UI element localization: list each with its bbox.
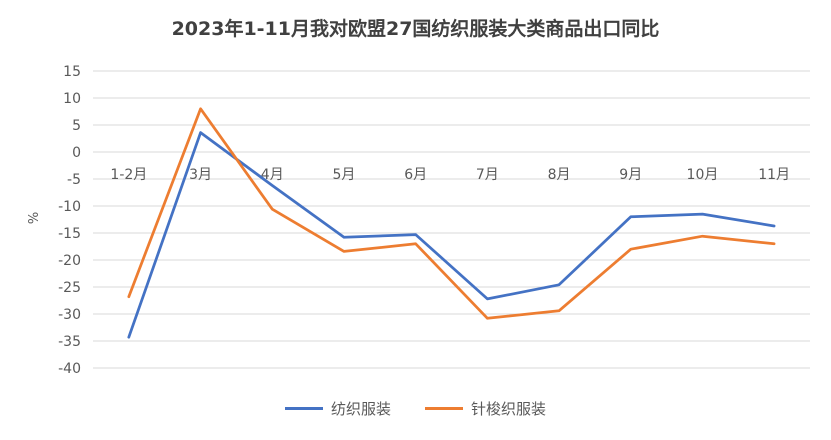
grid-lines (93, 70, 810, 369)
y-tick-label: 0 (72, 145, 81, 161)
x-tick-label: 1-2月 (110, 167, 147, 183)
y-tick-label: -30 (58, 307, 81, 323)
x-tick-label: 3月 (189, 167, 212, 183)
x-tick-label: 5月 (332, 167, 355, 183)
x-tick-label: 11月 (758, 167, 790, 183)
y-tick-label: 5 (72, 118, 81, 134)
x-tick-label: 7月 (476, 167, 499, 183)
legend: 纺织服装 针梭织服装 (0, 398, 831, 419)
x-tick-label: 10月 (687, 167, 719, 183)
legend-swatch-series-2 (425, 407, 463, 410)
y-tick-label: -15 (58, 226, 81, 242)
x-tick-label: 9月 (619, 167, 642, 183)
x-axis-ticks: 1-2月 3月 4月 5月 6月 7月 8月 9月 10月 11月 (110, 167, 790, 183)
y-tick-label: 15 (63, 64, 81, 80)
legend-label-series-2: 针梭织服装 (471, 400, 547, 418)
y-tick-label: -20 (58, 253, 81, 269)
series-line-2 (127, 107, 776, 320)
y-tick-label: -35 (58, 334, 81, 350)
legend-label-series-1: 纺织服装 (330, 400, 391, 418)
legend-swatch-series-1 (284, 407, 323, 410)
y-axis-ticks: 15 10 5 0 -5 -10 -15 -20 -25 -30 -35 -40 (58, 64, 81, 377)
legend-item-series-2[interactable]: 针梭织服装 (425, 398, 546, 419)
series-line-1 (127, 131, 776, 339)
x-tick-label: 4月 (261, 167, 284, 183)
y-tick-label: -25 (58, 280, 81, 296)
y-tick-label: -5 (67, 172, 81, 188)
legend-item-series-1[interactable]: 纺织服装 (284, 398, 391, 419)
y-tick-label: -10 (58, 199, 81, 215)
chart-title: 2023年1-11月我对欧盟27国纺织服装大类商品出口同比 (171, 18, 660, 40)
series-lines (127, 107, 776, 339)
y-tick-label: 10 (63, 91, 81, 107)
x-tick-label: 8月 (548, 167, 571, 183)
x-tick-label: 6月 (404, 167, 427, 183)
y-tick-label: -40 (58, 361, 81, 377)
y-axis-label: % (27, 212, 42, 224)
